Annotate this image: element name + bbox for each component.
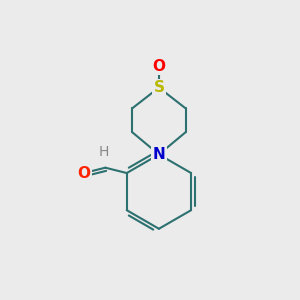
- Text: O: O: [77, 166, 90, 181]
- Text: O: O: [152, 59, 165, 74]
- Text: N: N: [152, 147, 165, 162]
- Text: H: H: [99, 145, 109, 159]
- Text: S: S: [153, 80, 164, 95]
